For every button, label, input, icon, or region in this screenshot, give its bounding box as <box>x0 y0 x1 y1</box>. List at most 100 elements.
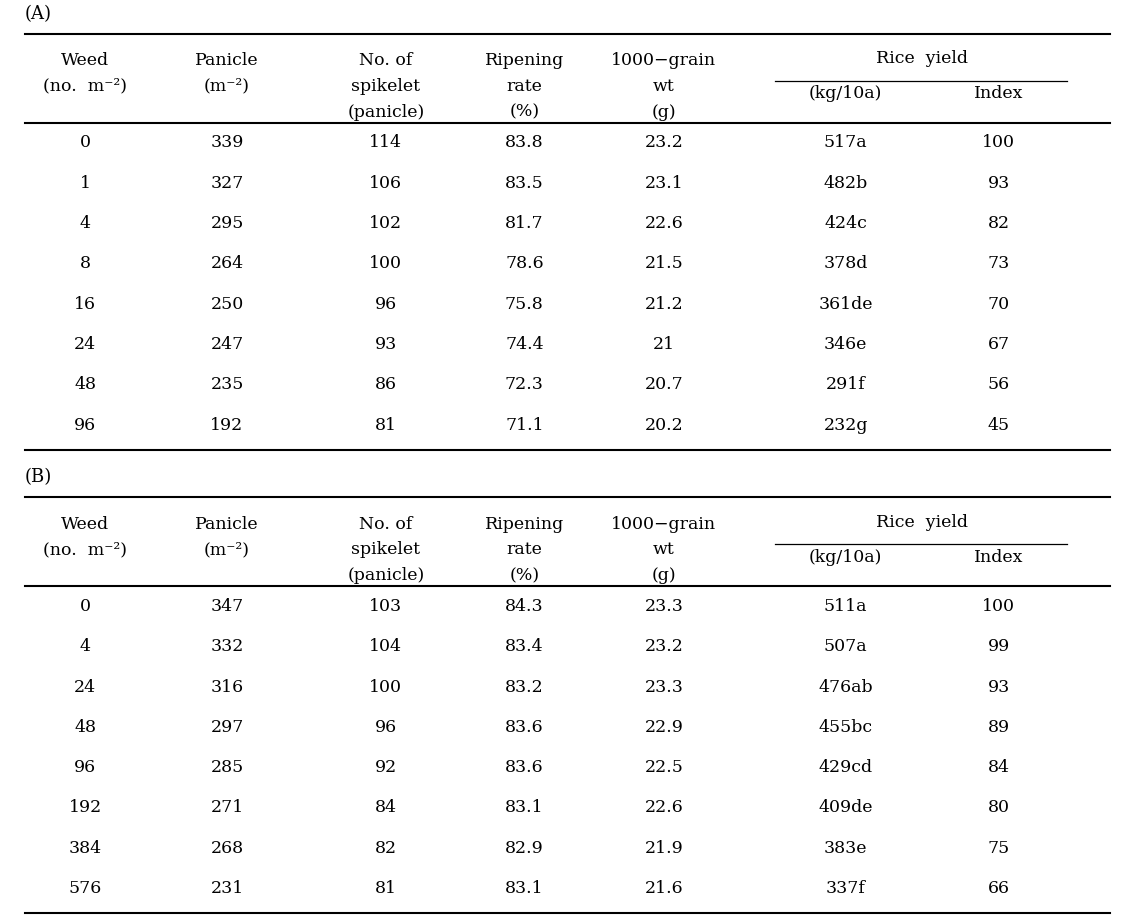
Text: (m⁻²): (m⁻²) <box>204 541 250 559</box>
Text: 271: 271 <box>210 800 244 816</box>
Text: 316: 316 <box>210 679 244 695</box>
Text: 74.4: 74.4 <box>505 336 544 353</box>
Text: 96: 96 <box>375 296 397 312</box>
Text: 23.2: 23.2 <box>645 135 683 151</box>
Text: 93: 93 <box>987 175 1010 191</box>
Text: 424c: 424c <box>824 215 867 232</box>
Text: No. of: No. of <box>359 516 413 533</box>
Text: 291f: 291f <box>825 376 866 393</box>
Text: 192: 192 <box>68 800 102 816</box>
Text: 100: 100 <box>369 256 403 272</box>
Text: 20.2: 20.2 <box>645 417 683 433</box>
Text: 1000−grain: 1000−grain <box>612 52 716 70</box>
Text: 332: 332 <box>210 638 244 655</box>
Text: 455bc: 455bc <box>818 719 873 736</box>
Text: 92: 92 <box>375 759 397 776</box>
Text: 83.2: 83.2 <box>505 679 544 695</box>
Text: 103: 103 <box>369 598 403 615</box>
Text: 22.9: 22.9 <box>645 719 683 736</box>
Text: 96: 96 <box>375 719 397 736</box>
Text: (g): (g) <box>651 567 676 584</box>
Text: (no.  m⁻²): (no. m⁻²) <box>43 541 127 559</box>
Text: wt: wt <box>653 78 675 95</box>
Text: (panicle): (panicle) <box>347 104 424 121</box>
Text: 75.8: 75.8 <box>505 296 544 312</box>
Text: 264: 264 <box>210 256 244 272</box>
Text: 347: 347 <box>210 598 244 615</box>
Text: 576: 576 <box>68 880 102 897</box>
Text: 517a: 517a <box>824 135 867 151</box>
Text: spikelet: spikelet <box>352 541 420 559</box>
Text: 81: 81 <box>375 417 397 433</box>
Text: 4: 4 <box>79 638 91 655</box>
Text: Weed: Weed <box>61 516 109 533</box>
Text: 8: 8 <box>79 256 91 272</box>
Text: 22.6: 22.6 <box>645 215 683 232</box>
Text: 86: 86 <box>375 376 397 393</box>
Text: 83.1: 83.1 <box>505 880 544 897</box>
Text: 82.9: 82.9 <box>505 840 544 856</box>
Text: 48: 48 <box>74 719 96 736</box>
Text: 1: 1 <box>79 175 91 191</box>
Text: 100: 100 <box>982 598 1016 615</box>
Text: 20.7: 20.7 <box>645 376 683 393</box>
Text: 1000−grain: 1000−grain <box>612 516 716 533</box>
Text: 21.9: 21.9 <box>645 840 683 856</box>
Text: (%): (%) <box>510 104 539 121</box>
Text: Index: Index <box>974 549 1024 566</box>
Text: 71.1: 71.1 <box>505 417 544 433</box>
Text: (A): (A) <box>25 5 52 23</box>
Text: 23.1: 23.1 <box>645 175 683 191</box>
Text: 231: 231 <box>210 880 244 897</box>
Text: rate: rate <box>506 78 543 95</box>
Text: 21.6: 21.6 <box>645 880 683 897</box>
Text: 82: 82 <box>375 840 397 856</box>
Text: 83.8: 83.8 <box>505 135 544 151</box>
Text: 337f: 337f <box>825 880 866 897</box>
Text: 106: 106 <box>369 175 403 191</box>
Text: No. of: No. of <box>359 52 413 70</box>
Text: 73: 73 <box>987 256 1010 272</box>
Text: 21.5: 21.5 <box>645 256 683 272</box>
Text: Weed: Weed <box>61 52 109 70</box>
Text: Rice  yield: Rice yield <box>875 50 968 68</box>
Text: (kg/10a): (kg/10a) <box>809 85 882 103</box>
Text: 192: 192 <box>210 417 244 433</box>
Text: 81.7: 81.7 <box>505 215 544 232</box>
Text: 297: 297 <box>210 719 244 736</box>
Text: 429cd: 429cd <box>818 759 873 776</box>
Text: 93: 93 <box>375 336 397 353</box>
Text: 378d: 378d <box>823 256 868 272</box>
Text: 346e: 346e <box>824 336 867 353</box>
Text: 507a: 507a <box>824 638 867 655</box>
Text: Panicle: Panicle <box>195 516 259 533</box>
Text: Rice  yield: Rice yield <box>875 514 968 531</box>
Text: spikelet: spikelet <box>352 78 420 95</box>
Text: 83.1: 83.1 <box>505 800 544 816</box>
Text: 104: 104 <box>369 638 403 655</box>
Text: 295: 295 <box>210 215 244 232</box>
Text: 361de: 361de <box>818 296 873 312</box>
Text: 21: 21 <box>653 336 675 353</box>
Text: 21.2: 21.2 <box>645 296 683 312</box>
Text: (panicle): (panicle) <box>347 567 424 584</box>
Text: 235: 235 <box>210 376 244 393</box>
Text: 114: 114 <box>369 135 403 151</box>
Text: 78.6: 78.6 <box>505 256 544 272</box>
Text: 100: 100 <box>369 679 403 695</box>
Text: 268: 268 <box>210 840 244 856</box>
Text: 409de: 409de <box>818 800 873 816</box>
Text: 84: 84 <box>375 800 397 816</box>
Text: 84.3: 84.3 <box>505 598 544 615</box>
Text: (no.  m⁻²): (no. m⁻²) <box>43 78 127 95</box>
Text: 72.3: 72.3 <box>505 376 544 393</box>
Text: 67: 67 <box>987 336 1010 353</box>
Text: (m⁻²): (m⁻²) <box>204 78 250 95</box>
Text: (%): (%) <box>510 567 539 584</box>
Text: 48: 48 <box>74 376 96 393</box>
Text: 24: 24 <box>74 679 96 695</box>
Text: Index: Index <box>974 85 1024 103</box>
Text: (kg/10a): (kg/10a) <box>809 549 882 566</box>
Text: 99: 99 <box>987 638 1010 655</box>
Text: 83.5: 83.5 <box>505 175 544 191</box>
